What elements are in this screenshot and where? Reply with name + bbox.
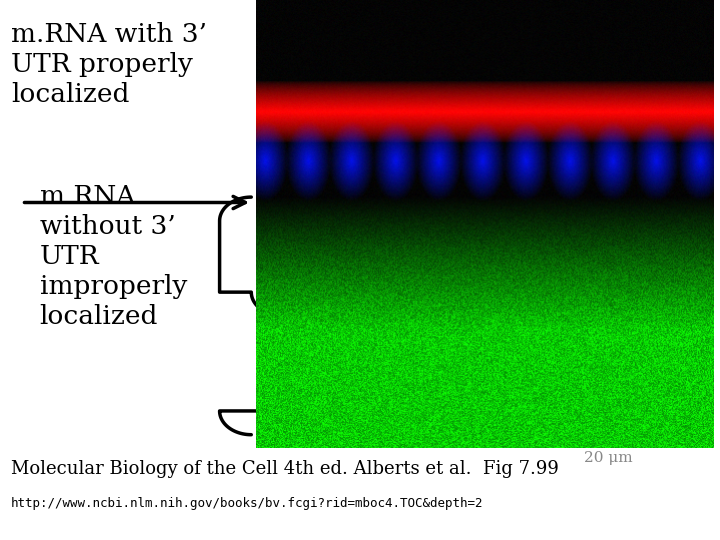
Text: m.RNA with 3’
UTR properly
localized: m.RNA with 3’ UTR properly localized xyxy=(11,22,207,106)
Text: Molecular Biology of the Cell 4th ed. Alberts et al.  Fig 7.99: Molecular Biology of the Cell 4th ed. Al… xyxy=(11,460,559,478)
Text: 20 μm: 20 μm xyxy=(584,451,633,465)
Text: m.RNA
without 3’
UTR
improperly
localized: m.RNA without 3’ UTR improperly localize… xyxy=(40,184,187,329)
Text: http://www.ncbi.nlm.nih.gov/books/bv.fcgi?rid=mboc4.TOC&depth=2: http://www.ncbi.nlm.nih.gov/books/bv.fcg… xyxy=(11,497,483,510)
